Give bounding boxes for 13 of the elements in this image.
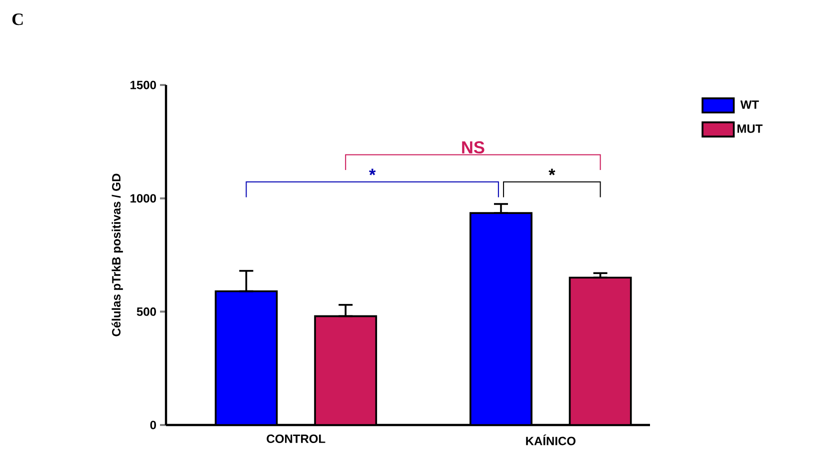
x-tick-label: CONTROL: [266, 434, 326, 444]
legend-label: MUT: [738, 124, 763, 133]
y-tick-label: 1500: [130, 80, 156, 90]
y-axis-title: Células pTrkB positivas / GD: [112, 174, 123, 336]
y-tick-label: 1000: [130, 194, 156, 203]
y-tick-label: 0: [150, 420, 156, 430]
legend-label: WT: [740, 100, 759, 109]
annotation: *: [369, 168, 376, 176]
annotation: NS: [462, 141, 484, 154]
text: C: [12, 14, 23, 26]
x-tick-label: KAÍNICO: [526, 434, 576, 446]
y-tick-label: 500: [136, 307, 156, 316]
annotation: *: [548, 168, 556, 176]
